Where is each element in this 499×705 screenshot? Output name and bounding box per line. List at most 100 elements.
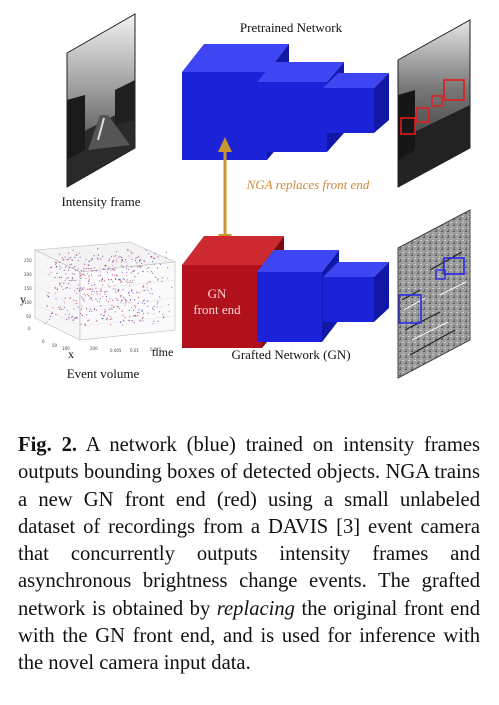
svg-text:200: 200 [24,272,32,277]
event-volume-plot: 250 200 150 100 50 0 0 50 100 200 0.005 0.01 0.… [24,241,177,353]
event-dot [65,266,67,269]
event-dot [116,274,118,276]
event-dot [120,322,122,324]
event-dot [120,294,122,297]
event-dot [99,293,101,295]
event-dot [128,255,130,257]
event-dot [81,296,83,298]
event-dot [59,253,61,255]
event-dot [99,271,101,273]
event-dot [138,320,140,322]
event-dot [79,256,81,258]
axis-y-label: y [20,292,26,306]
event-dot [67,277,69,279]
event-dot [163,316,165,318]
event-dot [91,270,93,272]
event-dot [152,261,154,263]
caption-text-part-1: A network (blue) trained on intensity fr… [18,434,480,620]
event-dot [126,275,128,277]
event-dot [152,307,154,309]
event-dot [54,292,56,294]
event-dot [111,308,113,310]
event-dot [84,323,86,325]
svg-text:50: 50 [26,314,32,319]
event-dot [125,259,127,261]
event-dot [133,321,135,323]
detection-box [443,257,465,275]
event-dot [55,287,57,289]
pretrained-network [182,44,389,160]
event-dot [56,272,58,274]
event-dot [131,281,133,284]
event-dot [147,312,149,314]
event-dot [162,313,164,315]
detection-box [400,117,416,135]
event-dot [91,293,93,296]
event-dot [97,254,99,256]
event-dot [89,310,91,312]
event-dot [51,312,53,315]
event-dot [149,280,151,283]
event-dot [148,253,150,255]
event-dot [77,260,79,262]
grafted-block-2-top [257,250,339,272]
event-dot [142,312,145,315]
event-dot [129,316,131,318]
detection-box [431,95,443,107]
event-dot [78,268,80,270]
event-dot [117,279,119,281]
event-dot [63,269,65,271]
event-dot [114,311,116,313]
event-dot [133,314,136,317]
event-dot [72,319,74,321]
event-dot [48,292,50,294]
event-dot [126,271,128,273]
event-dot [74,290,76,292]
detection-box [443,79,465,101]
event-dot [153,320,155,322]
event-dot [157,278,159,280]
event-dot [75,300,77,302]
event-dot [96,320,98,322]
event-dot [86,294,88,296]
event-dot [168,311,170,313]
event-dot [83,270,85,272]
event-dot [121,324,124,326]
event-dot [93,267,95,269]
event-dot [142,271,144,273]
caption-text-part-2: the original front end with the GN front… [18,597,480,675]
pretrained-network-label: Pretrained Network [240,20,343,35]
event-dot [91,291,93,293]
event-dot [68,318,70,320]
event-dot [153,263,155,265]
event-dot [150,288,152,290]
event-dot [83,299,85,301]
event-dot [91,288,93,290]
event-dot [80,269,82,272]
event-dot [95,298,97,300]
event-dot [65,273,67,275]
event-dot [60,286,63,288]
event-dot [59,284,61,286]
event-dot [95,287,97,289]
event-output-frame-image [397,209,471,379]
event-dot [124,316,126,318]
event-dot [87,264,89,266]
event-dot [56,288,59,290]
event-dot [71,316,73,318]
event-dot [110,269,112,271]
svg-text:50: 50 [52,343,58,348]
event-dot [118,289,120,291]
event-dot [110,307,112,309]
event-dot [72,278,74,280]
event-dot [63,306,65,308]
event-dot [83,293,85,295]
event-dot [78,252,80,254]
event-dot [137,296,139,299]
event-dot [131,289,133,291]
event-dot [70,256,72,259]
event-dot [106,317,108,319]
event-dot [123,319,125,321]
event-dot [106,271,109,273]
event-dot [80,308,82,310]
